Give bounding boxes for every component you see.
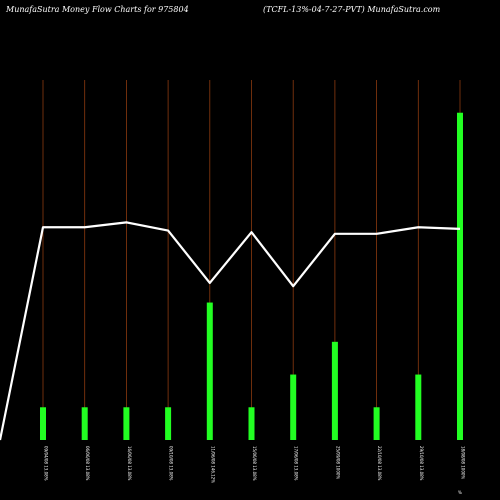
bar <box>123 407 130 440</box>
bar <box>415 374 422 440</box>
x-tick-label: 09/10/08 13.08% <box>169 446 174 481</box>
chart-header-left: MunafaSutra Money Flow Charts for 975804 <box>6 5 189 14</box>
bar <box>165 407 172 440</box>
x-tick-label: 11/06/08 146.12% <box>210 446 215 483</box>
x-tick-label: 09/04/08 13.08% <box>44 446 49 481</box>
bar <box>248 407 255 440</box>
x-tick-label-extra: % <box>458 490 462 495</box>
x-tick-label: 15/06/08 13.08% <box>252 446 257 481</box>
x-tick-label: 06/06/08 13.08% <box>85 446 90 481</box>
x-tick-label: 29/10/08 13.08% <box>419 446 424 481</box>
bar <box>331 341 338 440</box>
x-tick-label: 17/06/08 13.08% <box>294 446 299 481</box>
bar <box>40 407 46 440</box>
bar <box>373 407 380 440</box>
x-tick-label: 16/06/08 13.08% <box>127 446 132 481</box>
bar <box>457 112 463 441</box>
chart-header-right: (TCFL-13%-04-7-27-PVT) MunafaSutra.com <box>263 5 441 14</box>
bar <box>206 302 213 440</box>
x-tick-label: 18/08/08 1000% <box>461 446 466 479</box>
x-tick-label: 22/10/08 13.08% <box>377 446 382 481</box>
bar <box>290 374 297 440</box>
bar <box>81 407 88 440</box>
money-flow-line <box>0 221 461 441</box>
x-tick-label: 25/09/08 1000% <box>335 446 340 479</box>
